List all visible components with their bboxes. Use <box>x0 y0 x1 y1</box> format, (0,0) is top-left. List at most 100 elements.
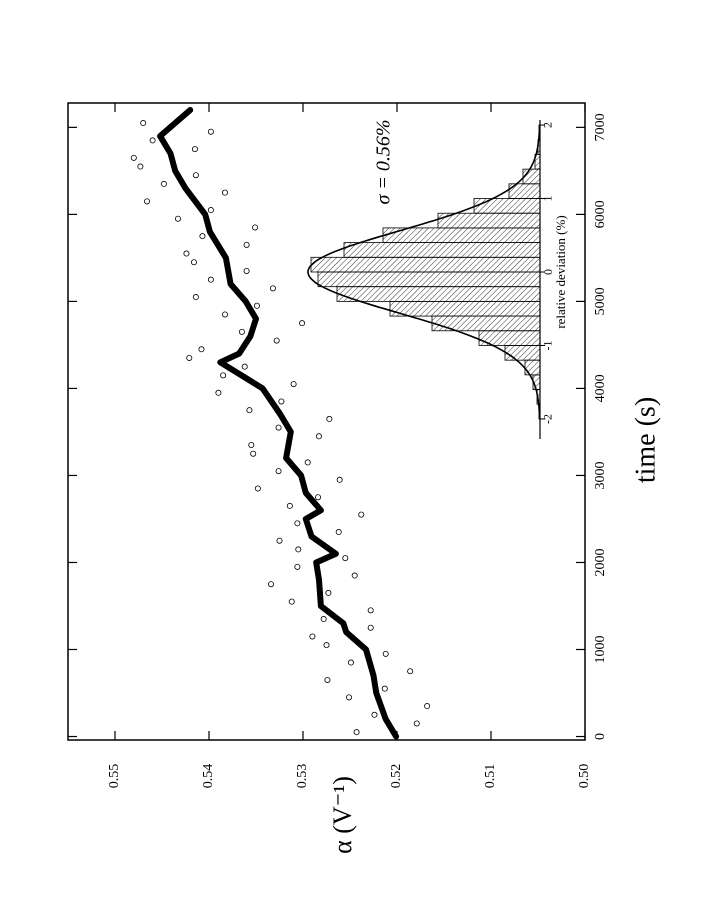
data-point <box>407 668 414 675</box>
data-point <box>382 650 389 657</box>
data-point <box>335 529 342 536</box>
inset-tick-label: 1 <box>541 196 555 202</box>
y-tick-label: 0.50 <box>577 764 592 789</box>
data-point <box>190 259 197 266</box>
histogram-bar <box>522 168 541 185</box>
smoothed-line <box>157 107 400 740</box>
histogram-bar <box>310 256 541 273</box>
inset-x-axis-title: relative deviation (%) <box>553 215 568 328</box>
data-point <box>221 189 228 196</box>
data-point <box>183 250 190 257</box>
data-point <box>367 624 374 631</box>
x-tick-label: 0 <box>593 733 608 740</box>
data-point <box>353 729 360 736</box>
plot-frame <box>67 102 586 741</box>
data-point <box>140 120 147 127</box>
data-point <box>315 494 322 501</box>
data-point <box>358 511 365 518</box>
data-point <box>241 363 248 370</box>
data-point <box>174 215 181 222</box>
histogram-bar <box>343 242 541 258</box>
data-point <box>346 694 353 701</box>
data-point <box>367 607 374 614</box>
data-point <box>186 354 193 361</box>
data-point <box>299 320 306 327</box>
data-point <box>320 616 327 623</box>
data-point <box>160 180 167 187</box>
x-tick-label: 3000 <box>593 461 608 489</box>
data-point <box>336 476 343 483</box>
gaussian-fit <box>307 125 541 419</box>
data-point <box>324 676 331 683</box>
x-tick-label: 6000 <box>593 200 608 228</box>
data-point <box>198 346 205 353</box>
y-tick-label: 0.53 <box>295 764 310 789</box>
data-point <box>276 537 283 544</box>
data-point <box>347 659 354 666</box>
histogram-bar <box>504 345 541 361</box>
data-point <box>342 555 349 562</box>
inset-tick-label: -2 <box>541 414 555 424</box>
data-point <box>295 546 302 553</box>
inset-tick-label: 0 <box>541 269 555 275</box>
histogram-bar <box>524 359 541 376</box>
data-point <box>192 294 199 301</box>
data-point <box>207 207 214 214</box>
histogram-bar <box>473 198 541 214</box>
inset-tick-label: -1 <box>541 340 555 350</box>
x-tick-label: 4000 <box>593 374 608 402</box>
data-point <box>199 233 206 240</box>
data-point <box>143 198 150 205</box>
x-tick-label: 1000 <box>593 635 608 663</box>
data-point <box>278 398 285 405</box>
data-point <box>326 415 333 422</box>
histogram-bar <box>389 300 541 317</box>
data-point <box>424 703 431 710</box>
data-point <box>221 311 228 318</box>
data-point <box>381 685 388 692</box>
data-point <box>192 172 199 179</box>
data-point <box>191 146 198 153</box>
data-point <box>243 267 250 274</box>
data-point <box>238 328 245 335</box>
data-point <box>323 642 330 649</box>
data-point <box>294 563 301 570</box>
data-point <box>207 128 214 135</box>
sigma-annotation: σ = 0.56% <box>373 119 395 204</box>
y-tick-label: 0.54 <box>201 764 216 789</box>
data-point <box>286 502 293 509</box>
data-point <box>250 450 257 457</box>
y-tick-label: 0.51 <box>483 764 498 789</box>
data-point <box>413 720 420 727</box>
data-point <box>246 407 253 414</box>
x-tick-label: 2000 <box>593 548 608 576</box>
data-point <box>294 520 301 527</box>
data-point <box>130 154 137 161</box>
data-point <box>207 276 214 283</box>
data-point <box>243 241 250 248</box>
data-point <box>248 441 255 448</box>
histogram-bar <box>317 271 541 288</box>
x-tick-label: 7000 <box>593 113 608 141</box>
data-point <box>371 711 378 718</box>
data-point <box>268 581 275 588</box>
data-point <box>215 389 222 396</box>
data-point <box>275 424 282 431</box>
data-point <box>220 372 227 379</box>
x-tick-label: 5000 <box>593 287 608 315</box>
data-point <box>252 224 259 231</box>
data-point <box>137 163 144 170</box>
data-point <box>315 433 322 440</box>
data-point <box>325 589 332 596</box>
inset-tick-label: 2 <box>541 122 555 128</box>
y-tick-label: 0.55 <box>107 764 122 789</box>
data-point <box>304 459 311 466</box>
data-point <box>254 485 261 492</box>
data-point <box>288 598 295 605</box>
x-axis-title: time (s) <box>630 397 661 483</box>
data-point <box>149 137 156 144</box>
histogram-bar <box>336 286 541 302</box>
data-point <box>290 381 297 388</box>
y-tick-label: 0.52 <box>389 764 404 789</box>
